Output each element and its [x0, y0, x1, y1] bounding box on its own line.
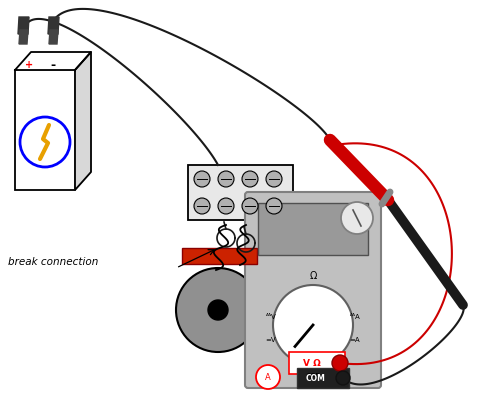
Circle shape	[242, 171, 258, 187]
Circle shape	[242, 198, 258, 214]
Circle shape	[336, 371, 350, 385]
Circle shape	[256, 365, 280, 389]
Text: COM: COM	[306, 373, 326, 383]
Polygon shape	[18, 17, 29, 34]
Circle shape	[176, 268, 260, 352]
Polygon shape	[15, 52, 91, 70]
Polygon shape	[49, 30, 58, 44]
FancyBboxPatch shape	[289, 352, 345, 374]
Circle shape	[20, 117, 70, 167]
Circle shape	[218, 171, 234, 187]
Text: A: A	[265, 373, 271, 381]
Text: V Ω: V Ω	[303, 359, 321, 368]
Text: ᴬᴬV: ᴬᴬV	[266, 314, 277, 320]
Circle shape	[332, 355, 348, 371]
FancyBboxPatch shape	[15, 70, 75, 190]
Circle shape	[266, 171, 282, 187]
FancyBboxPatch shape	[188, 165, 293, 220]
FancyBboxPatch shape	[297, 368, 349, 388]
Circle shape	[194, 198, 210, 214]
FancyBboxPatch shape	[182, 248, 257, 264]
Circle shape	[341, 202, 373, 234]
Text: ᴬᴬA: ᴬᴬA	[350, 314, 360, 320]
Circle shape	[273, 285, 353, 365]
Text: +: +	[25, 60, 33, 70]
Polygon shape	[48, 17, 59, 34]
FancyBboxPatch shape	[245, 192, 381, 388]
FancyBboxPatch shape	[258, 203, 368, 255]
Polygon shape	[19, 30, 28, 44]
Text: Ω: Ω	[309, 271, 317, 281]
Circle shape	[266, 198, 282, 214]
Circle shape	[194, 171, 210, 187]
Circle shape	[218, 198, 234, 214]
Text: =V: =V	[266, 337, 276, 343]
Text: =A: =A	[350, 337, 360, 343]
Polygon shape	[75, 52, 91, 190]
Text: -: -	[50, 58, 55, 71]
Text: break connection: break connection	[8, 257, 99, 267]
Text: OFF: OFF	[306, 373, 320, 381]
Circle shape	[208, 300, 228, 320]
